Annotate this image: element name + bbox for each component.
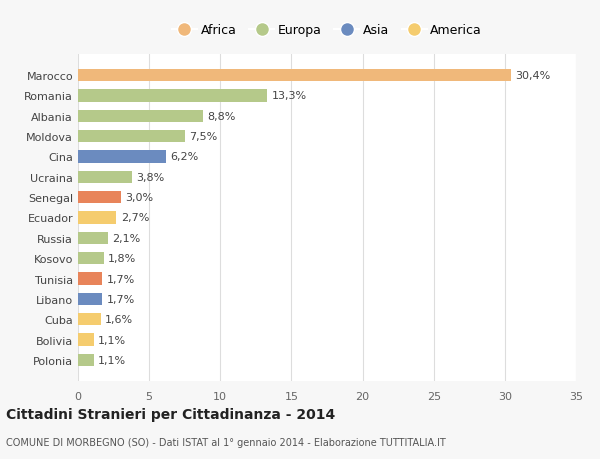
Bar xyxy=(78,131,185,143)
Bar xyxy=(78,354,94,366)
Bar xyxy=(78,192,121,204)
Bar xyxy=(78,111,203,123)
Bar xyxy=(78,252,104,265)
Text: 3,0%: 3,0% xyxy=(125,193,153,203)
Bar xyxy=(78,334,94,346)
Text: 1,7%: 1,7% xyxy=(106,294,135,304)
Text: 1,7%: 1,7% xyxy=(106,274,135,284)
Bar xyxy=(78,232,108,244)
Bar xyxy=(78,293,102,305)
Text: 1,1%: 1,1% xyxy=(98,335,126,345)
Text: Cittadini Stranieri per Cittadinanza - 2014: Cittadini Stranieri per Cittadinanza - 2… xyxy=(6,407,335,421)
Text: 2,7%: 2,7% xyxy=(121,213,149,223)
Bar xyxy=(78,70,511,82)
Text: 30,4%: 30,4% xyxy=(515,71,550,81)
Text: COMUNE DI MORBEGNO (SO) - Dati ISTAT al 1° gennaio 2014 - Elaborazione TUTTITALI: COMUNE DI MORBEGNO (SO) - Dati ISTAT al … xyxy=(6,437,446,447)
Text: 13,3%: 13,3% xyxy=(272,91,307,101)
Text: 3,8%: 3,8% xyxy=(136,173,164,182)
Text: 1,6%: 1,6% xyxy=(105,314,133,325)
Bar xyxy=(78,151,166,163)
Bar xyxy=(78,212,116,224)
Text: 2,1%: 2,1% xyxy=(112,233,140,243)
Text: 8,8%: 8,8% xyxy=(208,112,236,122)
Bar xyxy=(78,90,267,102)
Text: 1,8%: 1,8% xyxy=(108,254,136,263)
Text: 1,1%: 1,1% xyxy=(98,355,126,365)
Bar xyxy=(78,313,101,325)
Text: 6,2%: 6,2% xyxy=(170,152,199,162)
Bar xyxy=(78,273,102,285)
Text: 7,5%: 7,5% xyxy=(189,132,217,142)
Legend: Africa, Europa, Asia, America: Africa, Europa, Asia, America xyxy=(167,19,487,42)
Bar xyxy=(78,171,132,184)
